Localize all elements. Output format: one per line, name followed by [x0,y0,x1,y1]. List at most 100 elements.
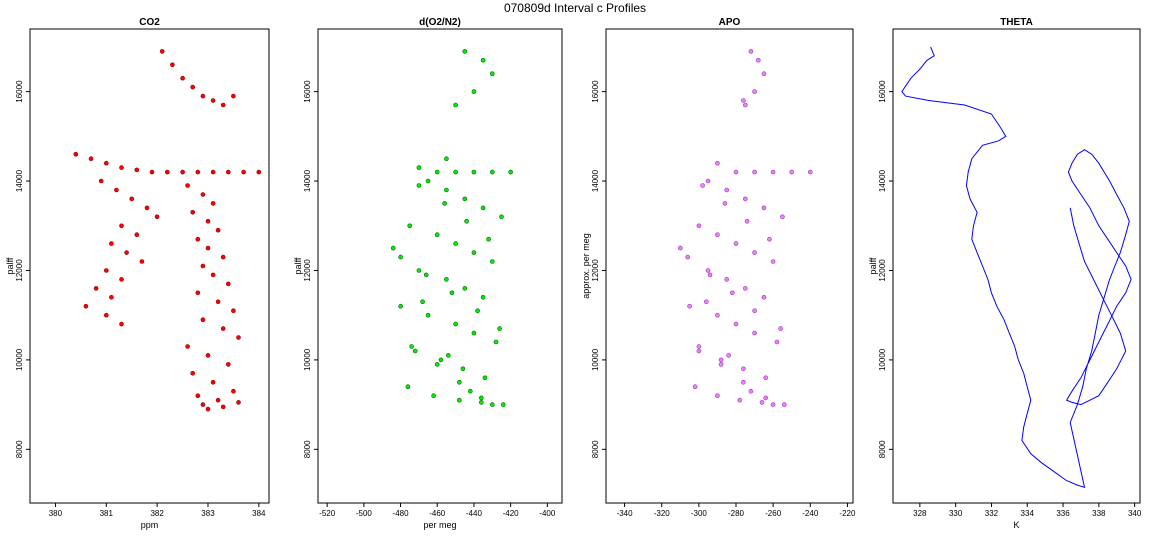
data-point [200,93,206,99]
data-point [774,339,780,345]
data-point [733,241,739,246]
data-point [195,169,201,175]
data-point [416,183,422,188]
data-point [705,178,711,184]
chart-title: APO [719,17,741,28]
data-point [129,196,134,202]
chart-panel-4: THETA 328 330 332 334 336 338 340 8000 10000 12000… [868,17,1142,530]
x-tick-label: -300 [691,509,708,518]
data-point [442,201,447,206]
data-point [190,84,195,90]
x-tick-label: 381 [100,509,114,518]
y-tick-label: 8000 [878,440,887,458]
x-axis-label: per meg [423,520,456,530]
data-point [416,268,422,273]
y-tick-label: 14000 [878,169,887,192]
x-tick-label: -220 [839,509,856,518]
x-tick-label: 336 [1056,509,1070,518]
x-tick-label: 340 [1128,509,1142,518]
data-point [149,169,155,175]
data-point [205,219,211,224]
data-point [471,250,477,255]
data-point [134,167,140,173]
y-tick-label: 14000 [303,169,312,192]
y-axis-label: approx. per meg [581,233,591,299]
data-point [724,187,730,193]
plot-frame [317,28,563,504]
data-point [489,169,495,175]
data-point [390,245,396,251]
data-point [215,227,221,233]
data-point [456,379,462,385]
chart-panel-3: APO -340 -320 -300 -280 -260 -240 -220 8000 10000… [581,17,856,518]
data-point [508,169,513,175]
data-point [165,169,170,175]
chart-title: CO2 [139,17,160,28]
data-point [489,402,495,407]
data-point [462,49,468,54]
data-point [692,384,698,390]
data-point [190,370,195,376]
data-point [464,219,469,224]
data-point [497,326,502,331]
y-tick-label: 16000 [878,80,887,103]
data-point [748,49,754,54]
plot-frame [29,28,270,504]
data-point [139,259,145,264]
data-point [73,151,79,157]
data-point [471,169,477,175]
data-point [180,169,185,175]
data-point [737,397,743,403]
data-point [780,214,785,220]
data-point [431,393,436,399]
data-points [677,49,813,407]
data-point [119,223,124,229]
data-point [752,250,757,255]
data-point [478,395,484,401]
data-point [93,286,99,291]
x-tick-label: -260 [765,509,782,518]
data-point [752,330,757,336]
data-point [98,178,104,184]
data-point [471,330,477,336]
data-point [412,348,418,354]
data-point [781,402,787,407]
data-point [210,169,216,175]
data-point [434,362,440,367]
data-point [715,312,720,318]
data-point [453,169,458,175]
x-tick-label: 328 [913,509,927,518]
data-point [761,294,767,300]
data-point [420,299,425,305]
data-point [718,357,724,363]
data-point [220,102,226,108]
data-points [73,49,262,412]
data-point [767,236,772,242]
data-point [770,402,776,407]
data-point [724,277,730,282]
data-point [236,400,241,405]
y-tick-label: 10000 [878,348,887,371]
data-point [807,169,813,175]
data-point [124,250,129,255]
data-point [210,98,216,103]
data-point [134,232,140,237]
data-point [231,388,236,394]
y-tick-label: 16000 [303,80,312,103]
y-tick-label: 8000 [591,440,600,458]
data-point [726,353,731,358]
data-point [486,236,491,242]
x-tick-label: 334 [1021,509,1035,518]
plot-frame [605,28,854,504]
y-tick-label: 8000 [303,440,312,458]
data-point [205,406,211,412]
y-tick-label: 8000 [15,440,24,458]
y-tick-label: 10000 [303,348,312,371]
data-point [763,395,769,401]
chart-panel-1: CO2 380 381 382 383 384 8000 10000 12000 14000 160… [5,17,270,530]
x-tick-label: 383 [201,509,215,518]
data-point [398,303,403,309]
data-point [478,400,484,405]
data-point [489,259,495,264]
